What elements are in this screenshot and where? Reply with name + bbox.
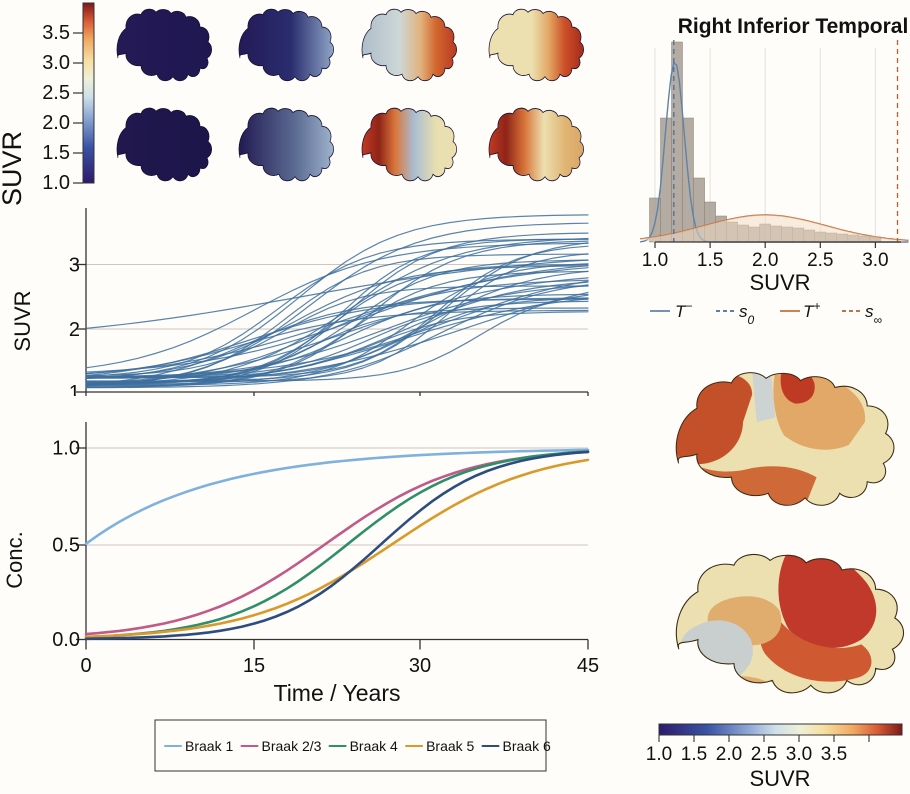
svg-text:Braak 6: Braak 6 bbox=[503, 738, 551, 754]
svg-text:45: 45 bbox=[577, 655, 599, 677]
svg-text:1.0: 1.0 bbox=[52, 438, 80, 460]
svg-text:0: 0 bbox=[80, 655, 91, 677]
svg-text:1.0: 1.0 bbox=[646, 744, 672, 765]
svg-text:s0: s0 bbox=[739, 302, 755, 327]
svg-text:15: 15 bbox=[243, 655, 265, 677]
svg-text:1.5: 1.5 bbox=[681, 744, 707, 765]
svg-text:T+: T+ bbox=[803, 299, 820, 321]
svg-text:2.0: 2.0 bbox=[716, 744, 742, 765]
svg-text:3: 3 bbox=[69, 255, 80, 277]
svg-text:3.0: 3.0 bbox=[786, 744, 812, 765]
svg-text:Right Inferior Temporal: Right Inferior Temporal bbox=[678, 15, 909, 38]
svg-text:SUVR: SUVR bbox=[749, 270, 810, 295]
svg-text:Braak 2/3: Braak 2/3 bbox=[262, 738, 322, 754]
svg-text:1.0: 1.0 bbox=[642, 250, 668, 271]
svg-text:2.0: 2.0 bbox=[752, 250, 778, 271]
svg-text:0.5: 0.5 bbox=[52, 535, 80, 557]
svg-text:0.0: 0.0 bbox=[52, 629, 80, 651]
svg-text:1: 1 bbox=[69, 382, 80, 396]
svg-text:Conc.: Conc. bbox=[2, 531, 27, 588]
svg-text:Braak 1: Braak 1 bbox=[185, 738, 233, 754]
svg-text:3.0: 3.0 bbox=[862, 250, 888, 271]
svg-text:3.5: 3.5 bbox=[821, 744, 847, 765]
svg-text:2.5: 2.5 bbox=[751, 744, 777, 765]
svg-text:SUVR: SUVR bbox=[10, 290, 35, 351]
svg-text:30: 30 bbox=[409, 655, 431, 677]
svg-text:SUVR: SUVR bbox=[749, 766, 810, 791]
svg-text:Braak 4: Braak 4 bbox=[350, 738, 398, 754]
svg-text:Braak 5: Braak 5 bbox=[426, 738, 474, 754]
svg-text:2: 2 bbox=[69, 319, 80, 341]
svg-text:2.5: 2.5 bbox=[807, 250, 833, 271]
svg-text:s∞: s∞ bbox=[865, 302, 883, 327]
svg-text:1.5: 1.5 bbox=[697, 250, 723, 271]
svg-text:Time / Years: Time / Years bbox=[274, 680, 401, 706]
svg-text:T−: T− bbox=[675, 299, 692, 321]
